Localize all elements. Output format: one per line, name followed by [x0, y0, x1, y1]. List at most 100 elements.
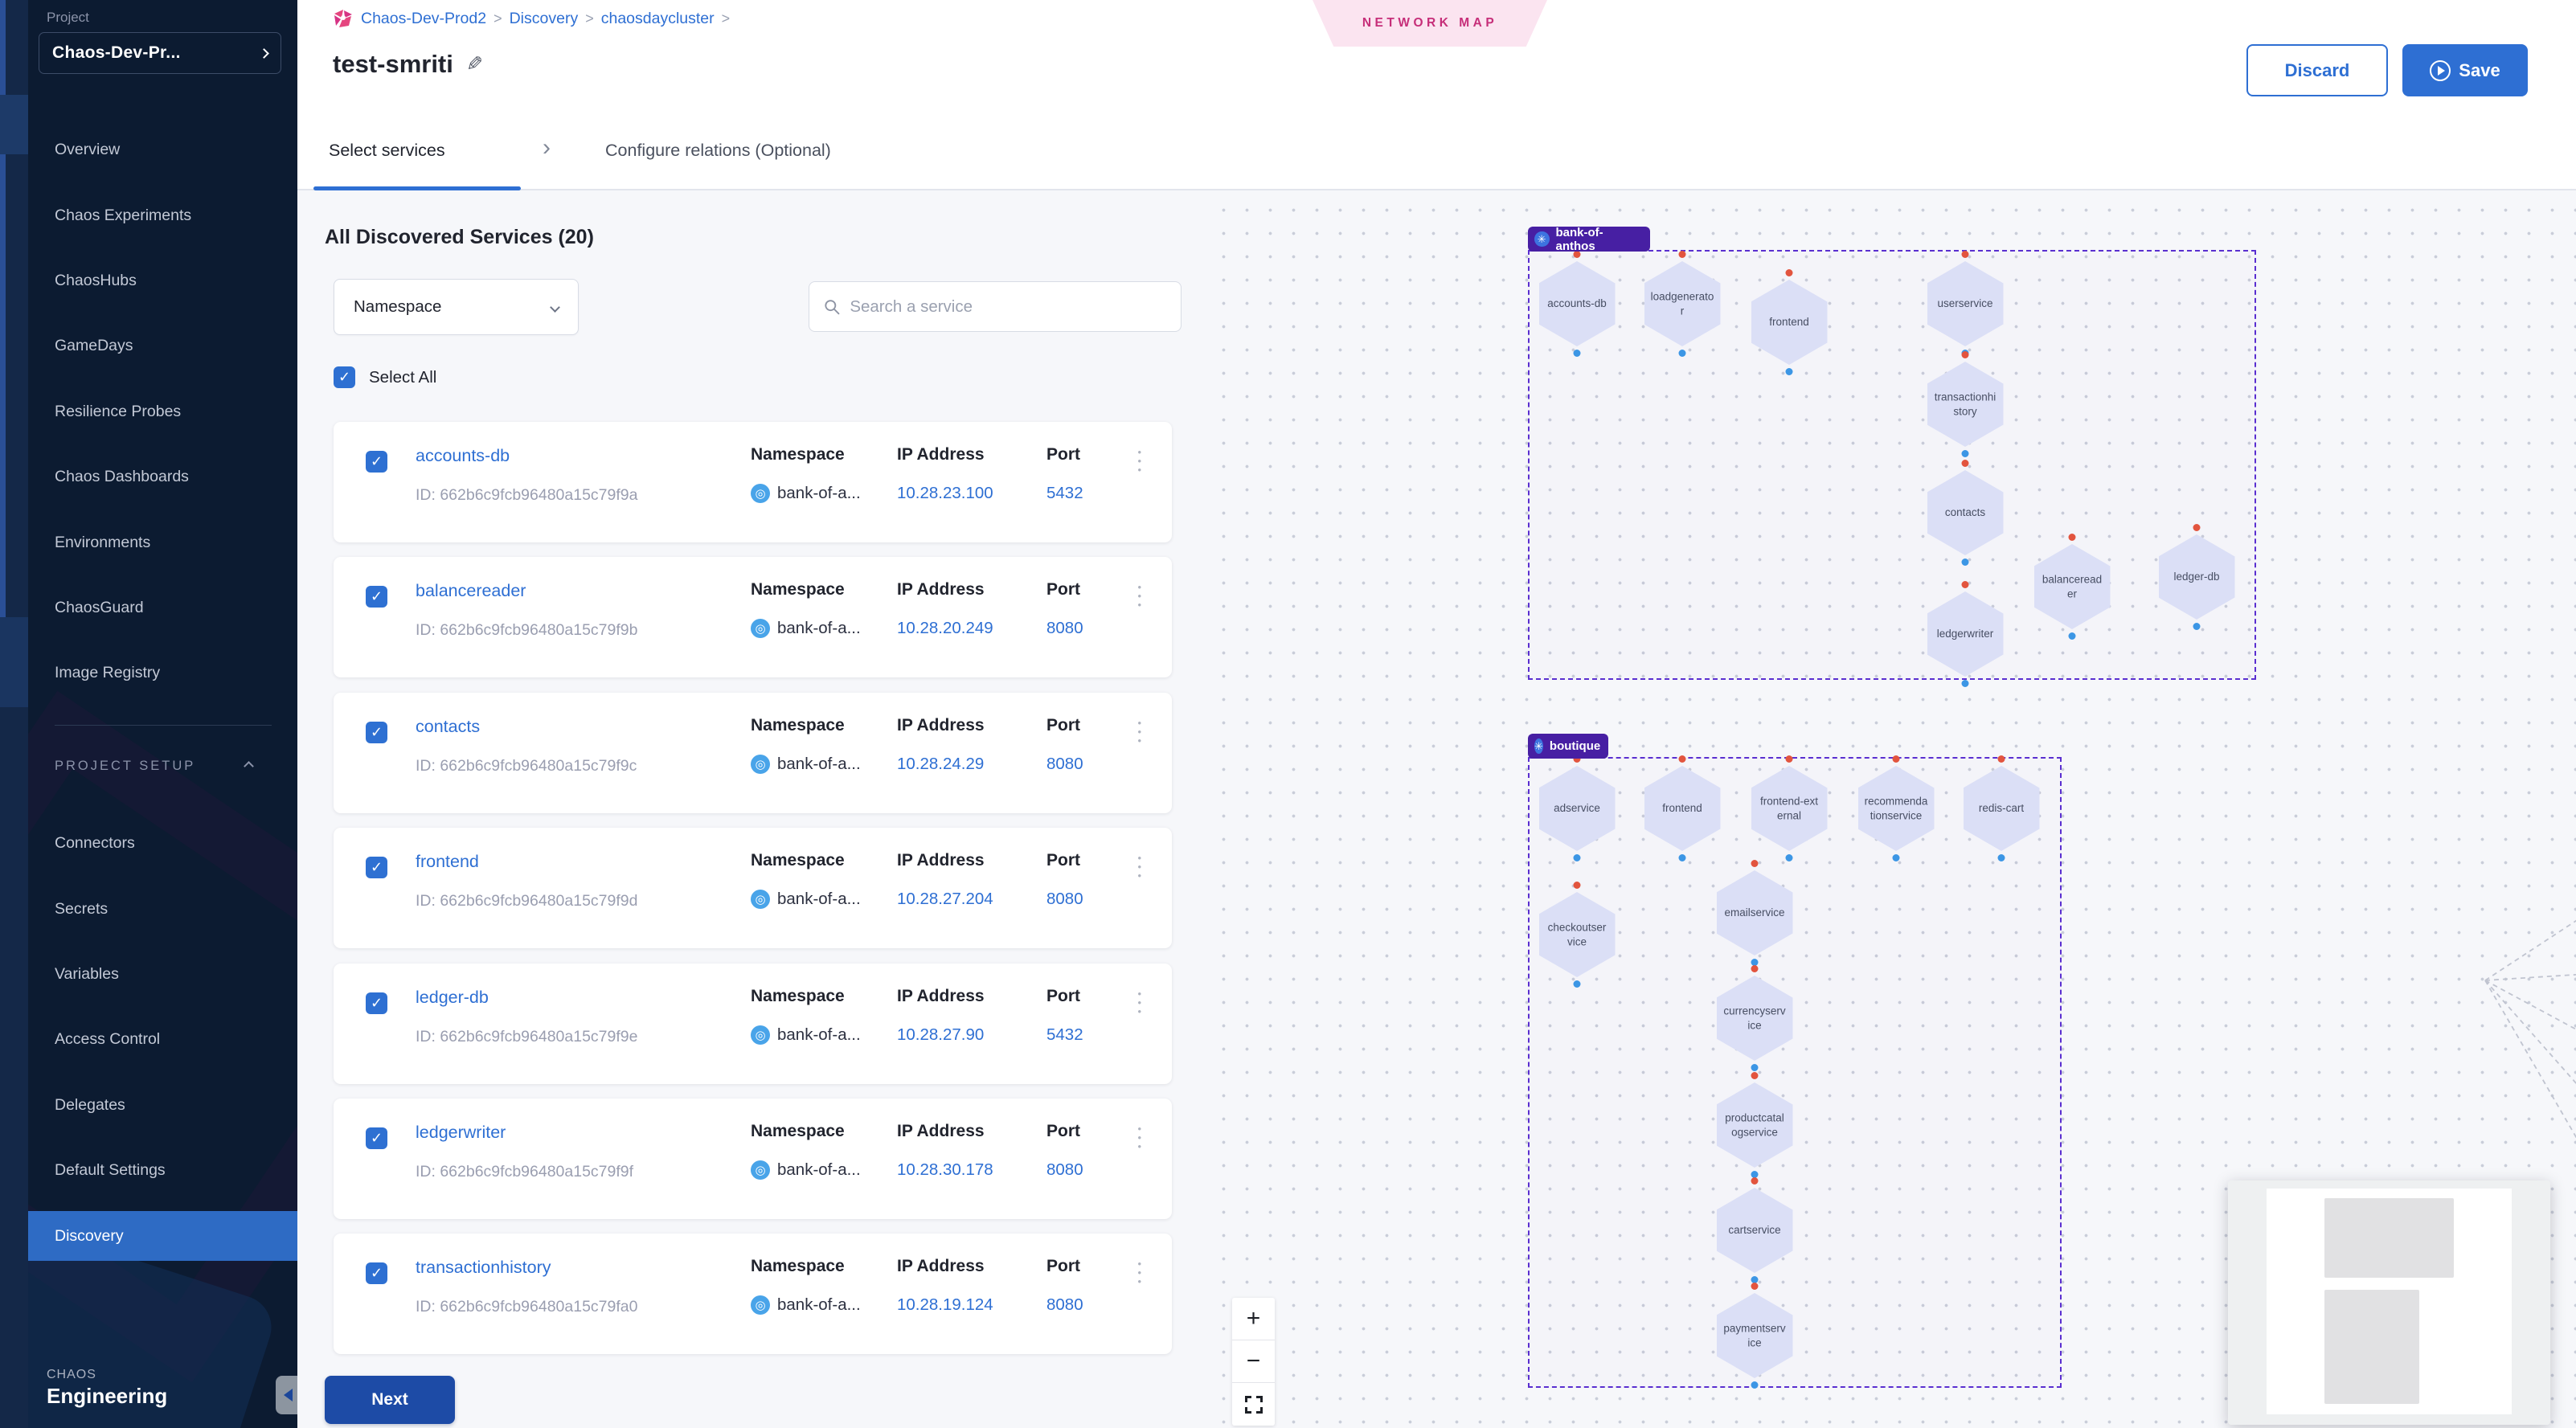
service-port[interactable]: 8080	[1046, 1295, 1083, 1315]
ingress-port-dot[interactable]	[1892, 755, 1900, 763]
tab-select-services[interactable]: Select services	[329, 141, 445, 160]
cluster-badge-boutique[interactable]: ✳ boutique	[1528, 734, 1608, 759]
zoom-in-button[interactable]: +	[1232, 1298, 1275, 1340]
service-menu-button[interactable]: • • •	[1137, 852, 1141, 882]
sidebar-item-chaosguard[interactable]: ChaosGuard	[55, 598, 144, 616]
service-checkbox[interactable]: ✓	[366, 1127, 387, 1149]
service-checkbox[interactable]: ✓	[366, 1262, 387, 1285]
fit-view-button[interactable]	[1232, 1383, 1275, 1426]
egress-port-dot[interactable]	[2068, 632, 2076, 640]
search-input[interactable]	[850, 297, 1166, 317]
ingress-port-dot[interactable]	[1751, 1072, 1759, 1079]
cluster-badge-bank-of-anthos[interactable]: ✳ bank-of-anthos	[1528, 226, 1650, 253]
egress-port-dot[interactable]	[1573, 980, 1581, 988]
egress-port-dot[interactable]	[1785, 368, 1793, 375]
sidebar-item-image-registry[interactable]: Image Registry	[55, 664, 161, 682]
project-setup-header[interactable]: PROJECT SETUP	[55, 759, 280, 774]
service-menu-button[interactable]: • • •	[1137, 446, 1141, 476]
ingress-port-dot[interactable]	[1751, 1177, 1759, 1185]
egress-port-dot[interactable]	[1751, 1171, 1759, 1178]
sidebar-item-delegates[interactable]: Delegates	[55, 1095, 125, 1114]
sidebar-item-connectors[interactable]: Connectors	[55, 834, 135, 853]
project-selector[interactable]: Chaos-Dev-Pr...	[39, 32, 281, 74]
service-node-contacts[interactable]: contacts	[1927, 460, 2004, 566]
service-node-ledgerwriter[interactable]: ledgerwriter	[1927, 581, 2004, 687]
sidebar-item-gamedays[interactable]: GameDays	[55, 337, 133, 355]
service-node-frontend[interactable]: frontend	[1751, 269, 1828, 375]
service-menu-button[interactable]: • • •	[1137, 716, 1141, 747]
service-ip[interactable]: 10.28.24.29	[897, 754, 985, 773]
sidebar-item-resilience-probes[interactable]: Resilience Probes	[55, 402, 182, 420]
ingress-port-dot[interactable]	[1961, 251, 1969, 258]
service-node-userservice[interactable]: userservice	[1927, 251, 2004, 357]
egress-port-dot[interactable]	[1751, 1276, 1759, 1283]
egress-port-dot[interactable]	[1678, 854, 1686, 861]
ingress-port-dot[interactable]	[1573, 755, 1581, 763]
discard-button[interactable]: Discard	[2246, 44, 2388, 96]
breadcrumb-link[interactable]: Discovery	[509, 9, 579, 27]
service-port[interactable]: 8080	[1046, 754, 1083, 773]
service-ip[interactable]: 10.28.20.249	[897, 619, 993, 638]
service-name-link[interactable]: accounts-db	[416, 446, 510, 465]
egress-port-dot[interactable]	[1573, 350, 1581, 357]
ingress-port-dot[interactable]	[2068, 534, 2076, 541]
service-ip[interactable]: 10.28.23.100	[897, 484, 993, 502]
ingress-port-dot[interactable]	[1678, 251, 1686, 258]
service-node-adservice[interactable]: adservice	[1538, 755, 1616, 861]
egress-port-dot[interactable]	[1997, 854, 2005, 861]
egress-port-dot[interactable]	[1573, 854, 1581, 861]
breadcrumb-link[interactable]: Chaos-Dev-Prod2	[361, 9, 487, 27]
zoom-out-button[interactable]: −	[1232, 1340, 1275, 1383]
service-ip[interactable]: 10.28.30.178	[897, 1160, 993, 1179]
service-node-checkoutservice[interactable]: checkoutservice	[1538, 882, 1616, 988]
service-node-currencyservice[interactable]: currencyservice	[1716, 965, 1793, 1071]
edit-title-icon[interactable]: ✎	[465, 53, 483, 76]
service-port[interactable]: 5432	[1046, 1025, 1083, 1044]
sidebar-item-variables[interactable]: Variables	[55, 964, 119, 983]
service-node-paymentservice[interactable]: paymentservice	[1716, 1283, 1793, 1389]
egress-port-dot[interactable]	[1961, 559, 1969, 566]
egress-port-dot[interactable]	[1892, 854, 1900, 861]
service-node-ledger-db[interactable]: ledger-db	[2158, 524, 2235, 630]
service-checkbox[interactable]: ✓	[366, 992, 387, 1014]
service-name-link[interactable]: ledger-db	[416, 987, 489, 1007]
service-checkbox[interactable]: ✓	[366, 451, 387, 473]
service-node-accounts-db[interactable]: accounts-db	[1538, 251, 1616, 357]
sidebar-item-default-settings[interactable]: Default Settings	[55, 1161, 166, 1180]
egress-port-dot[interactable]	[1751, 959, 1759, 966]
ingress-port-dot[interactable]	[1961, 581, 1969, 588]
egress-port-dot[interactable]	[1961, 680, 1969, 687]
service-node-cartservice[interactable]: cartservice	[1716, 1177, 1793, 1283]
service-port[interactable]: 8080	[1046, 1160, 1083, 1179]
sidebar-item-overview[interactable]: Overview	[55, 141, 121, 159]
service-node-loadgenerator[interactable]: loadgenerator	[1644, 251, 1721, 357]
ingress-port-dot[interactable]	[1751, 860, 1759, 867]
egress-port-dot[interactable]	[2193, 623, 2201, 630]
ingress-port-dot[interactable]	[1751, 965, 1759, 972]
service-menu-button[interactable]: • • •	[1137, 581, 1141, 612]
egress-port-dot[interactable]	[1785, 854, 1793, 861]
sidebar-item-chaoshubs[interactable]: ChaosHubs	[55, 271, 137, 289]
service-menu-button[interactable]: • • •	[1137, 1258, 1141, 1288]
service-name-link[interactable]: balancereader	[416, 581, 526, 601]
service-name-link[interactable]: contacts	[416, 716, 481, 736]
select-all-checkbox[interactable]: ✓	[334, 366, 355, 388]
cluster-boundary-bank-of-anthos[interactable]	[1528, 250, 2256, 680]
service-name-link[interactable]: frontend	[416, 852, 479, 872]
service-port[interactable]: 5432	[1046, 484, 1083, 502]
ingress-port-dot[interactable]	[1785, 269, 1793, 276]
ingress-port-dot[interactable]	[1751, 1283, 1759, 1290]
minimap[interactable]	[2228, 1180, 2550, 1425]
service-checkbox[interactable]: ✓	[366, 721, 387, 743]
egress-port-dot[interactable]	[1751, 1064, 1759, 1071]
service-node-frontend[interactable]: frontend	[1644, 755, 1721, 861]
sidebar-item-chaos-experiments[interactable]: Chaos Experiments	[55, 206, 192, 224]
service-menu-button[interactable]: • • •	[1137, 1123, 1141, 1152]
service-node-redis-cart[interactable]: redis-cart	[1963, 755, 2040, 861]
service-node-balancereader[interactable]: balancereader	[2033, 534, 2111, 640]
service-ip[interactable]: 10.28.27.204	[897, 890, 993, 909]
ingress-port-dot[interactable]	[1961, 351, 1969, 358]
sidebar-item-discovery[interactable]: Discovery	[28, 1203, 297, 1269]
service-node-emailservice[interactable]: emailservice	[1716, 860, 1793, 966]
ingress-port-dot[interactable]	[1785, 755, 1793, 763]
